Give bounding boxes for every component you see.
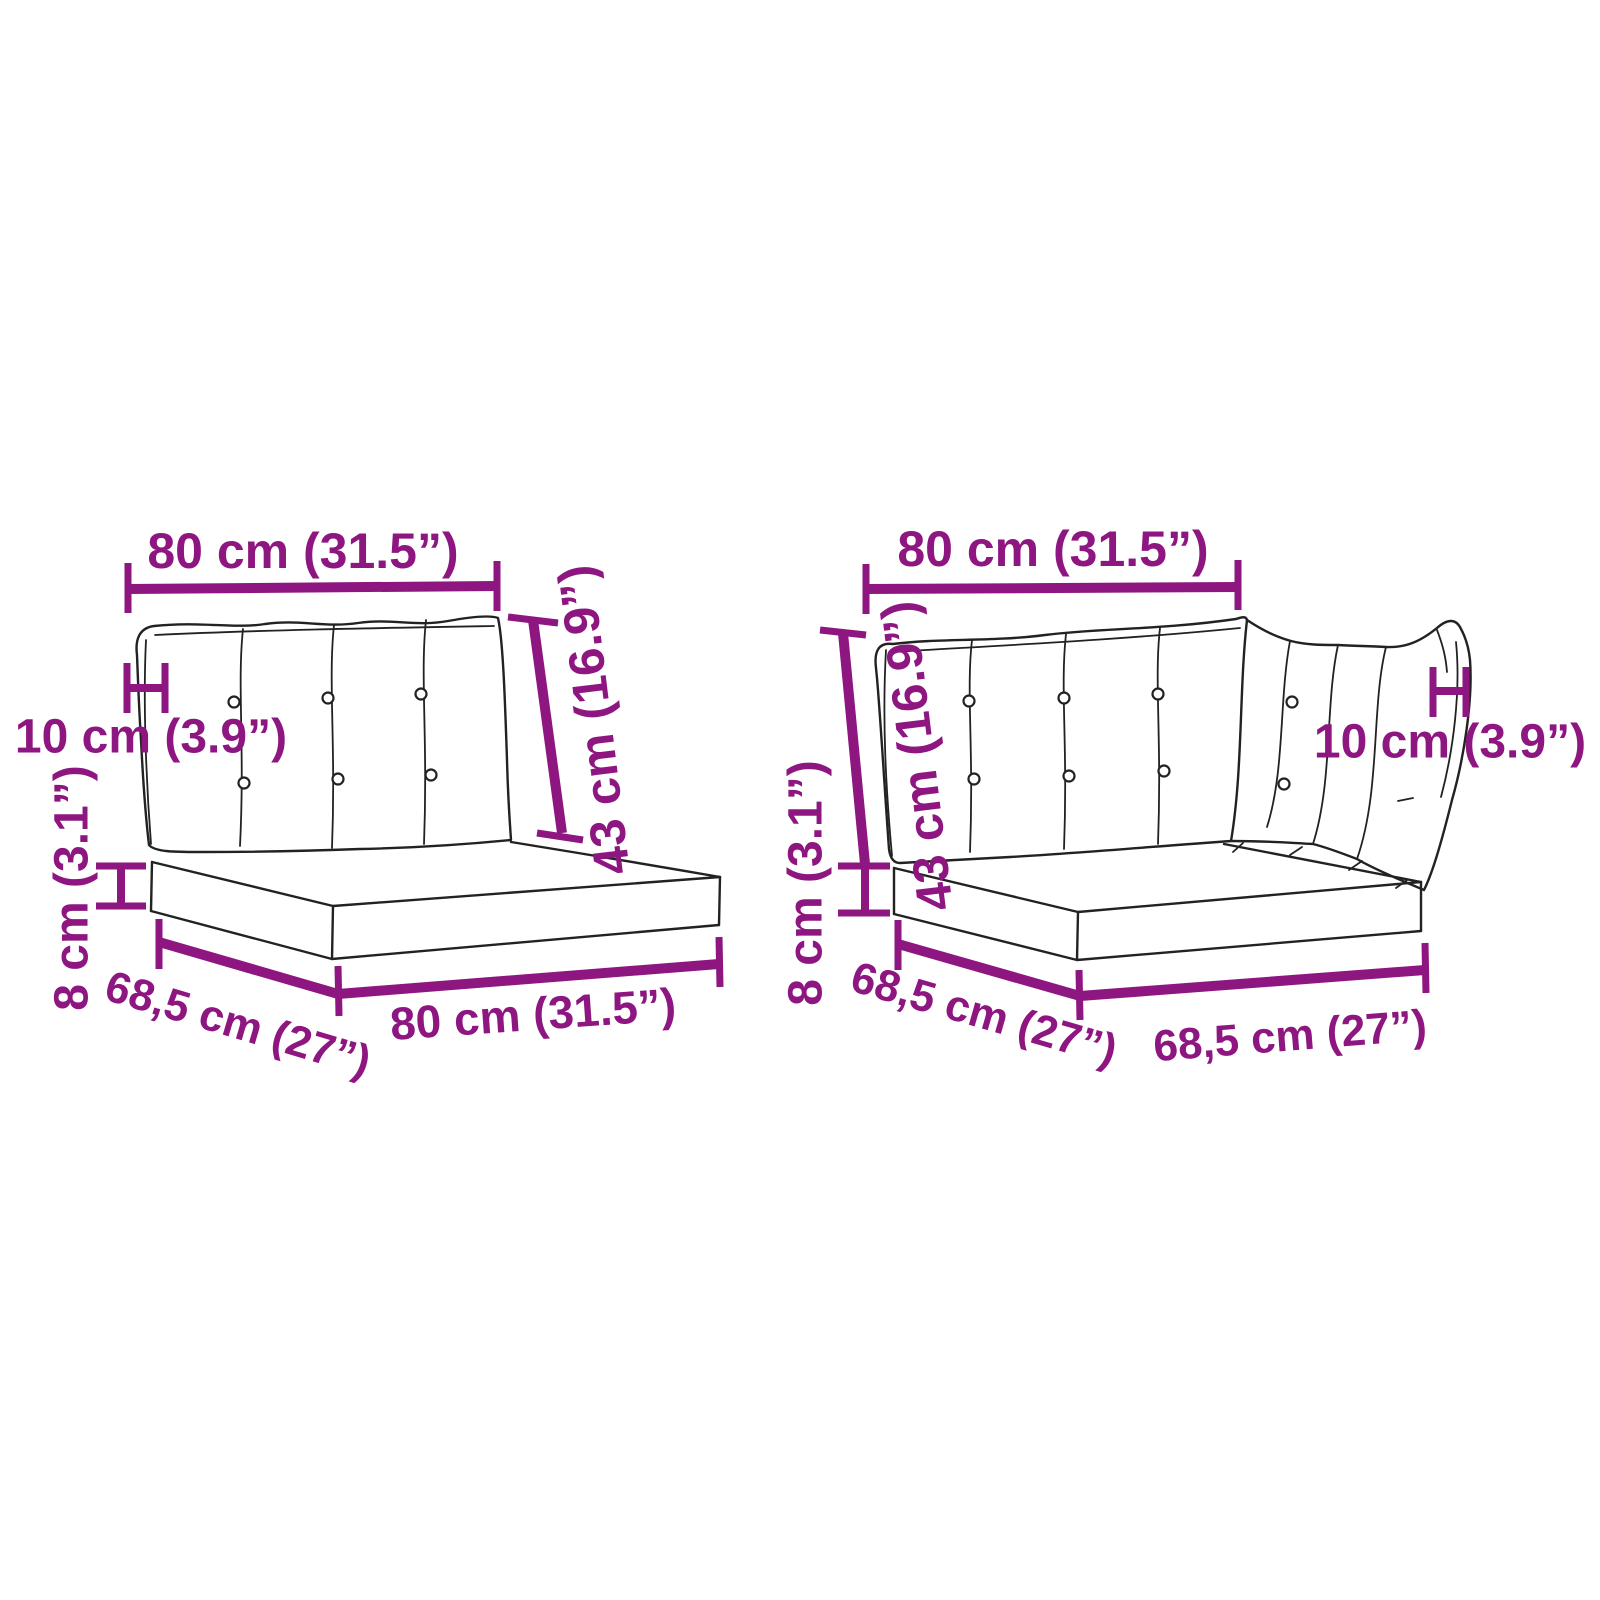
- dim-seat-thickness: 8 cm (3.1”): [46, 765, 146, 1011]
- dim-back-thickness: 10 cm (3.9”): [1314, 667, 1586, 769]
- tuft-button: [962, 694, 976, 708]
- dim-line: [1079, 965, 1426, 1001]
- dim-line: [337, 959, 720, 999]
- seat-front-corner-edge: [1075, 910, 1080, 962]
- tuft-button: [1062, 769, 1076, 783]
- seat-left-edge: [149, 860, 154, 913]
- tuft-button: [1277, 777, 1291, 791]
- dim-line: [157, 937, 340, 999]
- back-cushion-sketch: [135, 615, 513, 854]
- tuft-button: [1157, 764, 1171, 778]
- dim-cap: [536, 829, 584, 844]
- corner-cushion-right-piping: [1440, 641, 1459, 798]
- dim-line: [865, 582, 1239, 594]
- dim-label-back-width: 80 cm (31.5”): [897, 521, 1208, 577]
- back-cushion-fold: [422, 619, 427, 845]
- seat-cushion-sketch: [892, 842, 1423, 962]
- seat-right-edge: [717, 875, 722, 927]
- dim-label-back-width: 80 cm (31.5”): [147, 523, 458, 579]
- corner-cushion-crease: [1397, 797, 1414, 802]
- dim-label-back-thickness: 10 cm (3.9”): [15, 711, 287, 764]
- tuft-button: [331, 772, 345, 786]
- dim-cap: [1421, 942, 1430, 994]
- dim-label-seat-width: 68,5 cm (27”): [1152, 1001, 1429, 1071]
- tuft-button: [414, 687, 428, 701]
- back-cushion-corner-sketch: [1229, 618, 1472, 892]
- seat-front-corner-edge: [330, 904, 335, 961]
- figure-side-cushion-set: 80 cm (31.5”) 10 cm (3.9”) 43 cm (16.9”)…: [15, 523, 724, 1086]
- dim-seat-thickness: 8 cm (3.1”): [780, 760, 890, 1006]
- back-cushion-left-piping: [143, 639, 152, 845]
- dim-back-thickness: 10 cm (3.9”): [15, 663, 287, 764]
- seat-bottom-edges: [892, 912, 1423, 962]
- tuft-button: [424, 768, 438, 782]
- dim-line: [838, 632, 870, 865]
- seat-bottom-edges: [149, 909, 721, 961]
- dim-label-seat-thickness: 8 cm (3.1”): [780, 760, 833, 1005]
- figure-corner-cushion-set: 80 cm (31.5”) 43 cm (16.9”) 8 cm (3.1”) …: [780, 521, 1587, 1075]
- dim-seat-depth: 68,5 cm (27”): [100, 919, 376, 1086]
- back-cushion-fold: [1156, 627, 1161, 845]
- tuft-button: [237, 776, 251, 790]
- corner-cushion-fold: [1312, 644, 1339, 845]
- back-cushion-fold: [330, 624, 335, 849]
- dim-cap: [819, 626, 867, 639]
- dim-back-width: 80 cm (31.5”): [124, 523, 501, 613]
- back-cushion-left-sketch: [874, 616, 1249, 865]
- tuft-button: [227, 695, 241, 709]
- back-cushion-fold: [1062, 633, 1067, 850]
- dim-line: [127, 581, 498, 594]
- seat-top-edges: [150, 860, 722, 908]
- tuft-button: [1151, 687, 1165, 701]
- back-cushion-top-piping: [892, 627, 1241, 653]
- back-cushion-fold: [968, 639, 973, 853]
- back-cushion-outline: [135, 615, 513, 854]
- corner-cushion-fold: [1356, 646, 1387, 860]
- seat-top-right-edge: [1222, 842, 1423, 884]
- back-cushion-left-piping: [883, 649, 893, 857]
- tuft-button: [1285, 695, 1299, 709]
- seat-cushion-sketch: [149, 840, 722, 961]
- back-cushion-outline: [874, 616, 1249, 865]
- corner-cushion-fold: [1266, 640, 1291, 828]
- corner-cushion-tuft-mark: [1289, 846, 1303, 856]
- tuft-button: [1057, 691, 1071, 705]
- dim-label-back-thickness: 10 cm (3.9”): [1314, 716, 1586, 769]
- dim-cap: [715, 936, 724, 988]
- tuft-button: [967, 772, 981, 786]
- seat-top-right-edge: [509, 840, 722, 879]
- dim-back-height: 43 cm (16.9”): [507, 562, 641, 878]
- dim-label-seat-thickness: 8 cm (3.1”): [46, 765, 99, 1010]
- tuft-button: [321, 691, 335, 705]
- dim-seat-width: 68,5 cm (27”): [1079, 942, 1430, 1071]
- dim-cap: [1075, 969, 1084, 1021]
- dim-line: [528, 619, 567, 834]
- corner-cushion-flap-line: [1436, 629, 1448, 673]
- dim-back-width: 80 cm (31.5”): [862, 521, 1242, 614]
- dim-line: [896, 939, 1082, 1001]
- seat-top-edges: [892, 866, 1423, 914]
- back-cushion-top-piping: [154, 625, 495, 636]
- back-cushion-fold: [239, 628, 244, 847]
